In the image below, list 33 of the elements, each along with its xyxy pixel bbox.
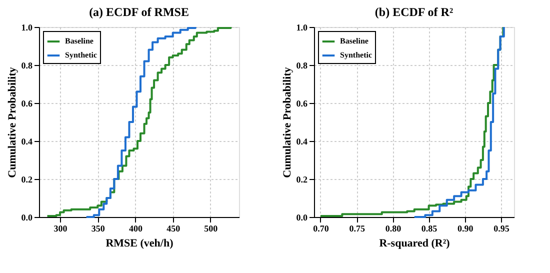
- x-tick-label: 500: [204, 224, 218, 234]
- y-tick-label: 0.6: [21, 98, 33, 108]
- y-tick-label: 0.0: [296, 212, 308, 222]
- y-tick-label: 0.2: [21, 174, 33, 184]
- chart-title: (a) ECDF of RMSE: [89, 5, 189, 19]
- legend-label: Synthetic: [65, 50, 98, 60]
- y-tick-label: 0.0: [21, 212, 33, 222]
- y-tick-label: 1.0: [296, 22, 308, 32]
- y-tick-label: 0.4: [21, 136, 33, 146]
- y-axis-title: Cumulative Probability: [281, 66, 294, 178]
- legend-label: Baseline: [340, 36, 369, 46]
- x-tick-label: 450: [166, 224, 181, 234]
- y-axis-title: Cumulative Probability: [6, 66, 18, 178]
- chart-title: (b) ECDF of R²: [374, 5, 454, 19]
- x-tick-label: 0.90: [458, 224, 474, 234]
- x-tick-label: 0.75: [349, 224, 366, 234]
- x-tick-label: 400: [128, 224, 143, 234]
- x-axis-title: RMSE (veh/h): [106, 238, 174, 250]
- x-tick-label: 0.70: [313, 224, 330, 234]
- y-tick-label: 1.0: [21, 22, 33, 32]
- x-tick-label: 300: [54, 224, 68, 234]
- x-tick-label: 0.85: [421, 224, 438, 234]
- y-tick-label: 0.8: [21, 60, 33, 70]
- legend-label: Baseline: [65, 36, 94, 46]
- x-tick-label: 350: [91, 224, 106, 234]
- legend-label: Synthetic: [340, 50, 372, 60]
- x-tick-label: 0.80: [385, 224, 402, 234]
- y-tick-label: 0.8: [296, 60, 308, 70]
- y-tick-label: 0.4: [296, 136, 308, 146]
- y-tick-label: 0.2: [296, 174, 308, 184]
- x-axis-title: R-squared (R²): [379, 238, 450, 250]
- x-tick-label: 0.95: [494, 224, 510, 234]
- y-tick-label: 0.6: [296, 98, 308, 108]
